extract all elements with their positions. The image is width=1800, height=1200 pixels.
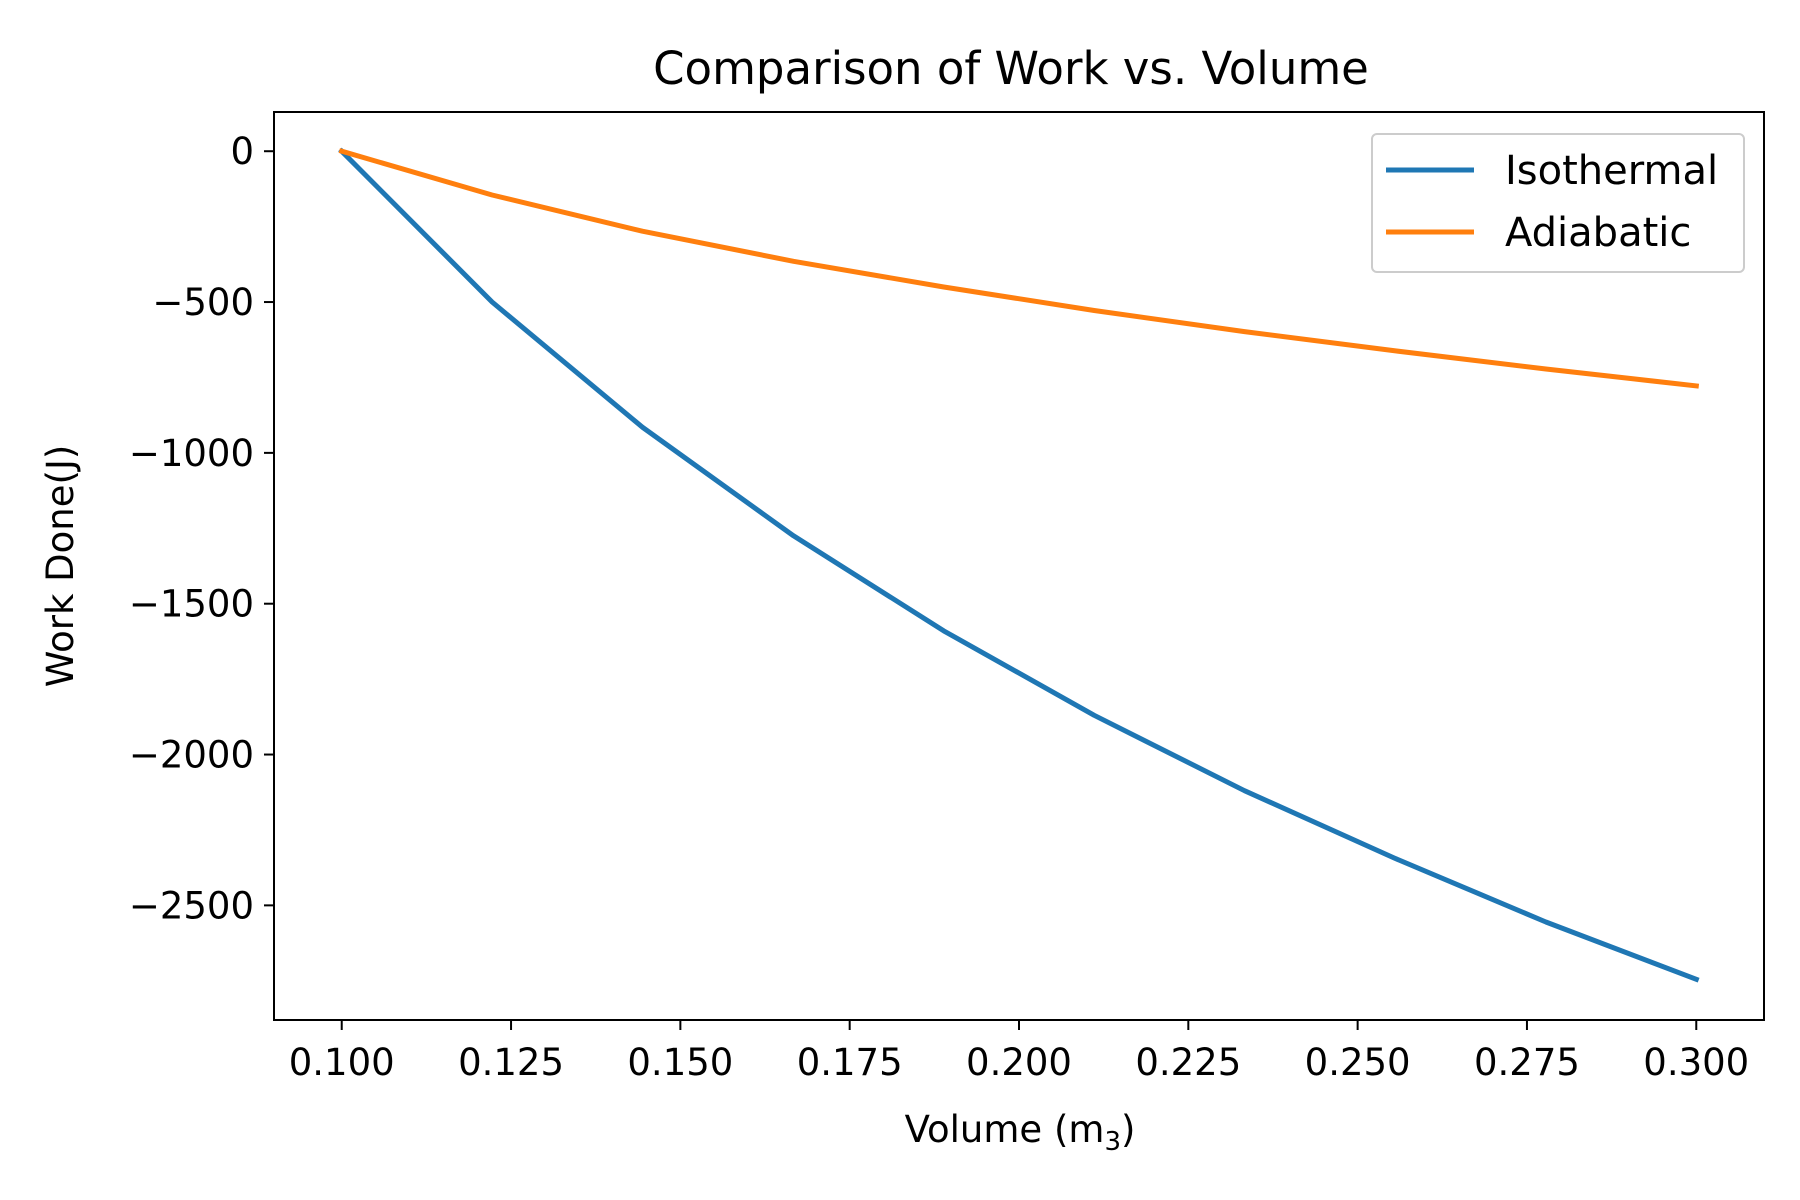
x-tick-label: 0.100 (289, 1041, 395, 1084)
x-tick-label: 0.175 (797, 1041, 903, 1084)
x-axis-ticks: 0.100 0.125 0.150 0.175 0.200 0.225 0.250 0.275… (289, 1020, 1749, 1084)
plot-area-frame (273, 111, 1765, 1021)
series-line-isothermal (338, 147, 1700, 983)
x-tick-label: 0.250 (1305, 1041, 1411, 1084)
x-tick-label: 0.275 (1474, 1041, 1580, 1084)
x-axis-label: Volume (m3) (905, 1108, 1136, 1157)
y-tick-label: −500 (152, 281, 254, 324)
chart-title: Comparison of Work vs. Volume (653, 42, 1369, 95)
y-tick-label: −2500 (129, 884, 254, 927)
x-axis-label-end: ) (1121, 1108, 1135, 1151)
x-axis-label-subscript: 3 (1104, 1127, 1121, 1157)
x-axis-label-main: Volume (m (905, 1108, 1105, 1151)
legend: Isothermal Adiabatic (1371, 133, 1745, 273)
x-tick-label: 0.225 (1135, 1041, 1241, 1084)
y-tick-label: −1500 (129, 583, 254, 626)
series-layer (338, 147, 1700, 983)
x-tick-label: 0.125 (458, 1041, 564, 1084)
x-tick-label: 0.300 (1643, 1041, 1749, 1084)
legend-label-adiabatic: Adiabatic (1505, 210, 1691, 256)
series-line-adiabatic (338, 148, 1700, 389)
y-tick-label: 0 (230, 130, 254, 173)
y-axis-label: Work Done(J) (39, 445, 82, 688)
legend-label-isothermal: Isothermal (1505, 148, 1718, 194)
y-tick-label: −1000 (129, 432, 254, 475)
x-tick-label: 0.150 (627, 1041, 733, 1084)
y-axis-ticks: 0 −500 −1000 −1500 −2000 −2500 (129, 130, 274, 927)
x-tick-label: 0.200 (966, 1041, 1072, 1084)
y-tick-label: −2000 (129, 734, 254, 777)
